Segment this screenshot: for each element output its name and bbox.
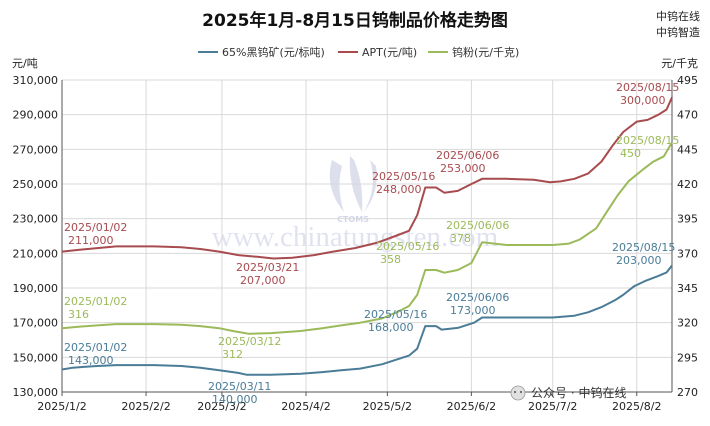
- left-tick-label: 310,000: [13, 74, 59, 87]
- annotation-value: 248,000: [376, 183, 422, 196]
- annotation-date: 2025/08/15: [616, 81, 679, 94]
- x-tick-label: 2025/8/2: [612, 400, 661, 413]
- left-tick-label: 190,000: [13, 282, 59, 295]
- annotation-date: 2025/06/06: [446, 219, 509, 232]
- legend-label-powder: 钨粉(元/千克): [452, 46, 519, 59]
- right-tick-label: 470: [677, 109, 698, 122]
- annotation-date: 2025/05/16: [376, 240, 439, 253]
- left-tick-label: 230,000: [13, 213, 59, 226]
- annotation-value: 300,000: [620, 94, 666, 107]
- annotation-date: 2025/08/15: [612, 241, 675, 254]
- right-tick-label: 420: [677, 178, 698, 191]
- brand-text-2: 中钨智造: [656, 25, 700, 39]
- wechat-footer: 公众号 · 中钨在线: [510, 385, 626, 401]
- annotation-date: 2025/03/21: [236, 261, 299, 274]
- right-tick-label: 320: [677, 317, 698, 330]
- annotation-value: 358: [380, 253, 401, 266]
- wechat-icon-eye-left: [513, 390, 517, 394]
- right-tick-label: 270: [677, 386, 698, 399]
- annotation-value: 378: [450, 232, 471, 245]
- series-layer: [61, 96, 673, 376]
- annotation-value: 211,000: [68, 234, 114, 247]
- x-tick-label: 2025/3/2: [197, 400, 246, 413]
- annotation-value: 173,000: [450, 304, 496, 317]
- annotation-date: 2025/03/12: [218, 335, 281, 348]
- annotation-date: 2025/01/02: [64, 341, 127, 354]
- right-tick-label: 445: [677, 143, 698, 156]
- annotation-date: 2025/08/15: [616, 134, 679, 147]
- x-tick-label: 2025/4/2: [281, 400, 330, 413]
- x-tick-label: 2025/5/2: [363, 400, 412, 413]
- legend: 65%黑钨矿(元/标吨) APT(元/吨) 钨粉(元/千克): [198, 45, 519, 59]
- footer-text: 公众号 · 中钨在线: [531, 385, 626, 400]
- axis-layer: 130,000 270 150,000 295 170,000 320 190,000 345…: [13, 74, 699, 413]
- annotation-value: 316: [68, 308, 89, 321]
- annotation-date: 2025/06/06: [446, 291, 509, 304]
- annotation-value: 253,000: [440, 162, 486, 175]
- right-tick-label: 345: [677, 282, 698, 295]
- right-tick-label: 370: [677, 247, 698, 260]
- annotation-value: 140,000: [212, 393, 258, 406]
- right-axis-unit: 元/千克: [661, 57, 698, 70]
- left-tick-label: 210,000: [13, 247, 59, 260]
- annotation-value: 168,000: [368, 321, 414, 334]
- wechat-icon-eye-right: [519, 390, 523, 394]
- legend-label-ore: 65%黑钨矿(元/标吨): [222, 45, 325, 59]
- annotation-value: 207,000: [240, 274, 286, 287]
- left-axis-unit: 元/吨: [12, 57, 38, 70]
- right-tick-label: 495: [677, 74, 698, 87]
- annotation-value: 203,000: [616, 254, 662, 267]
- annotation-date: 2025/05/16: [372, 170, 435, 183]
- annotation-layer: 2025/01/02211,0002025/03/21207,0002025/0…: [64, 81, 679, 406]
- series-line-apt: [61, 96, 673, 260]
- logo-blade-left: [329, 160, 344, 212]
- annotation-date: 2025/03/11: [208, 380, 271, 393]
- logo-text: CTOMS: [337, 215, 369, 224]
- x-tick-label: 2025/1/2: [37, 400, 86, 413]
- x-tick-label: 2025/7/2: [528, 400, 577, 413]
- left-tick-label: 170,000: [13, 317, 59, 330]
- logo-blade-right: [364, 160, 377, 212]
- annotation-date: 2025/05/16: [364, 308, 427, 321]
- brand-text-1: 中钨在线: [656, 9, 700, 23]
- annotation-value: 450: [620, 147, 641, 160]
- annotation-date: 2025/01/02: [64, 295, 127, 308]
- annotation-value: 143,000: [68, 354, 114, 367]
- wechat-icon: [510, 385, 526, 401]
- right-tick-label: 295: [677, 351, 698, 364]
- right-tick-label: 395: [677, 213, 698, 226]
- series-line-powder: [61, 141, 673, 335]
- annotation-value: 312: [222, 348, 243, 361]
- left-tick-label: 270,000: [13, 143, 59, 156]
- chart-title: 2025年1月-8月15日钨制品价格走势图: [202, 10, 508, 31]
- left-tick-label: 130,000: [13, 386, 59, 399]
- series-line-ore: [61, 264, 673, 376]
- annotation-date: 2025/01/02: [64, 221, 127, 234]
- annotation-date: 2025/06/06: [436, 149, 499, 162]
- left-tick-label: 290,000: [13, 109, 59, 122]
- left-tick-label: 150,000: [13, 351, 59, 364]
- legend-label-apt: APT(元/吨): [362, 46, 417, 59]
- x-tick-label: 2025/2/2: [121, 400, 170, 413]
- x-tick-label: 2025/6/2: [447, 400, 496, 413]
- left-tick-label: 250,000: [13, 178, 59, 191]
